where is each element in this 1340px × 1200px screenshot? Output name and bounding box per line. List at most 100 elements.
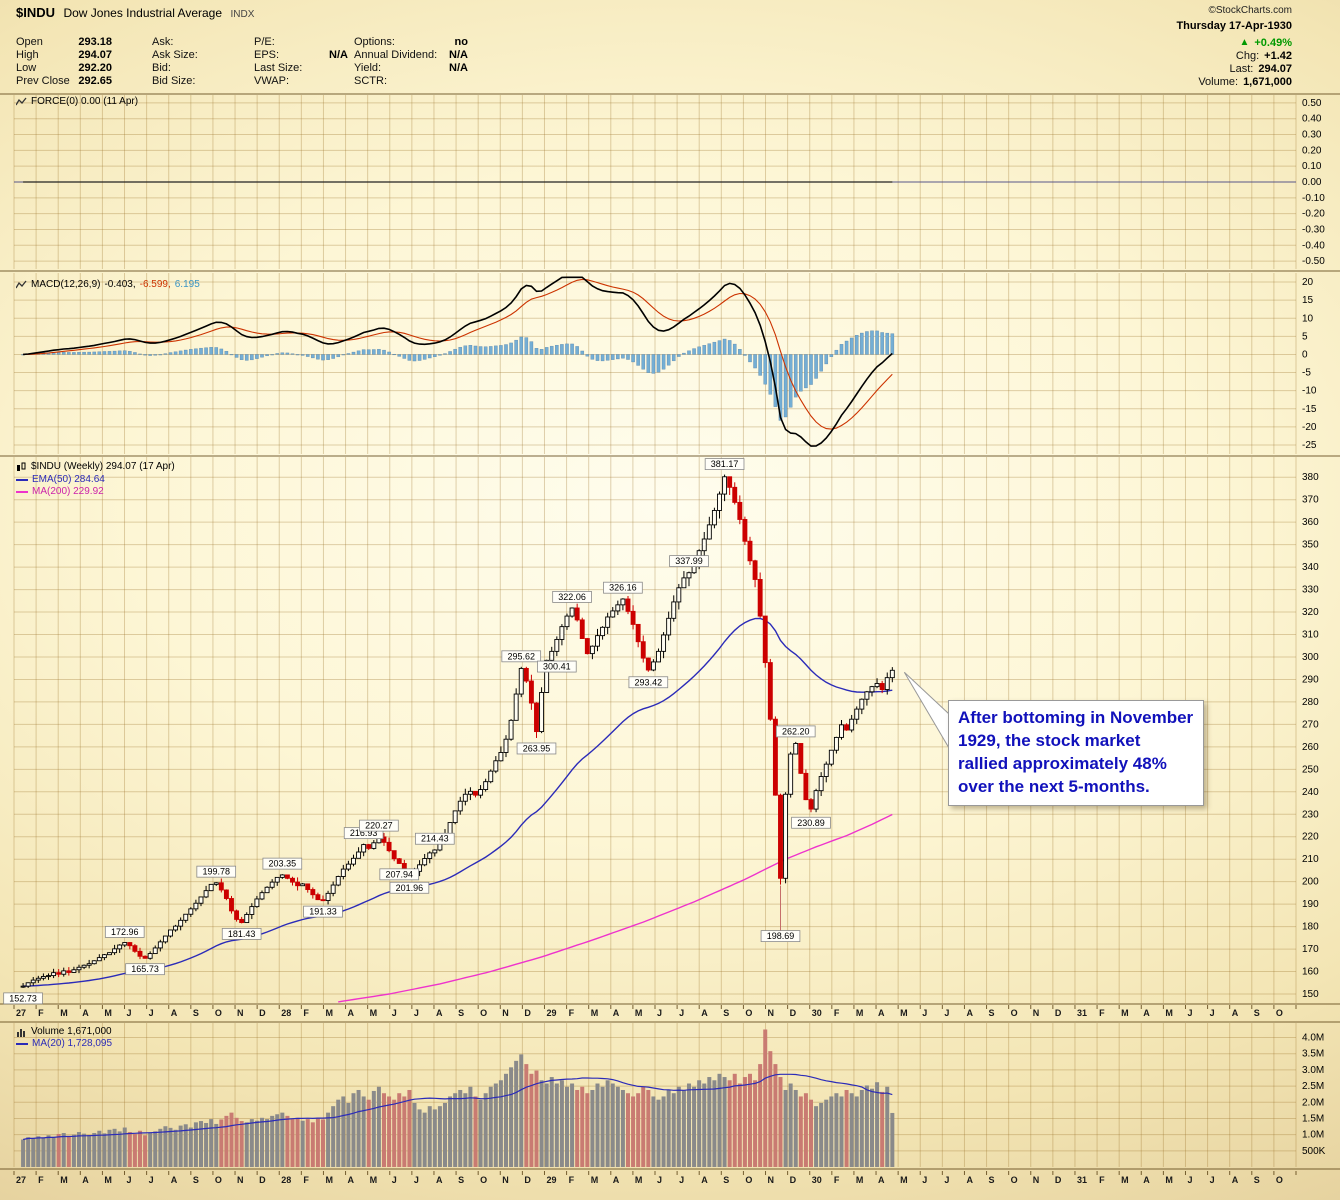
svg-text:D: D xyxy=(259,1008,266,1018)
svg-text:340: 340 xyxy=(1302,562,1319,573)
svg-text:O: O xyxy=(745,1175,752,1185)
chg-value: +1.42 xyxy=(1264,49,1292,62)
svg-text:322.06: 322.06 xyxy=(558,592,586,602)
svg-text:370: 370 xyxy=(1302,495,1319,506)
svg-text:D: D xyxy=(524,1008,531,1018)
macd-panel-legend: MACD(12,26,9) -0.403, -6.599, 6.195 xyxy=(16,279,200,290)
svg-text:J: J xyxy=(1187,1175,1192,1185)
svg-text:295.62: 295.62 xyxy=(507,651,535,661)
svg-text:310: 310 xyxy=(1302,630,1319,641)
svg-text:J: J xyxy=(392,1008,397,1018)
svg-text:A: A xyxy=(966,1175,973,1185)
svg-text:270: 270 xyxy=(1302,719,1319,730)
svg-text:-0.40: -0.40 xyxy=(1302,240,1325,251)
svg-text:N: N xyxy=(768,1008,775,1018)
svg-text:300: 300 xyxy=(1302,652,1319,663)
svg-text:F: F xyxy=(569,1175,575,1185)
svg-text:M: M xyxy=(325,1175,333,1185)
svg-text:A: A xyxy=(1143,1008,1150,1018)
quote-label: Ask: xyxy=(152,36,174,48)
svg-text:D: D xyxy=(524,1175,531,1185)
svg-text:300.41: 300.41 xyxy=(543,662,571,672)
indicator-icon xyxy=(16,97,27,105)
svg-text:A: A xyxy=(878,1008,885,1018)
svg-text:3.5M: 3.5M xyxy=(1302,1049,1324,1060)
quote-value: N/A xyxy=(449,62,468,74)
svg-text:210: 210 xyxy=(1302,854,1319,865)
callout-text: After bottoming in November 1929, the st… xyxy=(958,708,1194,796)
price-legend-text: $INDU (Weekly) 294.07 (17 Apr) xyxy=(31,461,175,472)
svg-text:A: A xyxy=(1143,1175,1150,1185)
ma200-legend: MA(200) 229.92 xyxy=(16,486,104,497)
svg-text:A: A xyxy=(82,1175,89,1185)
volume-row: Volume: 1,671,000 xyxy=(1198,75,1292,88)
svg-text:O: O xyxy=(745,1008,752,1018)
quote-label: Prev Close xyxy=(16,75,70,87)
svg-text:263.95: 263.95 xyxy=(523,743,551,753)
svg-text:381.17: 381.17 xyxy=(711,459,739,469)
force-panel-legend: FORCE(0) 0.00 (11 Apr) xyxy=(16,96,138,107)
svg-text:A: A xyxy=(436,1008,443,1018)
svg-text:30: 30 xyxy=(812,1008,822,1018)
svg-text:O: O xyxy=(1011,1175,1018,1185)
quote-label: Bid: xyxy=(152,62,171,74)
svg-text:J: J xyxy=(127,1175,132,1185)
svg-text:S: S xyxy=(458,1008,464,1018)
svg-text:293.42: 293.42 xyxy=(635,677,663,687)
copyright: ©StockCharts.com xyxy=(1208,5,1292,16)
svg-text:27: 27 xyxy=(16,1008,26,1018)
svg-text:230.89: 230.89 xyxy=(797,818,825,828)
svg-text:F: F xyxy=(569,1008,575,1018)
svg-text:207.94: 207.94 xyxy=(385,869,413,879)
svg-text:O: O xyxy=(215,1175,222,1185)
macd-signal-value: -6.599, xyxy=(139,279,171,290)
svg-text:150: 150 xyxy=(1302,989,1319,1000)
svg-text:-10: -10 xyxy=(1302,386,1317,397)
quote-label: P/E: xyxy=(254,36,275,48)
svg-text:181.43: 181.43 xyxy=(228,929,256,939)
svg-text:262.20: 262.20 xyxy=(782,726,810,736)
volume-legend-text: Volume 1,671,000 xyxy=(31,1026,112,1037)
svg-text:0.50: 0.50 xyxy=(1302,98,1322,109)
svg-text:29: 29 xyxy=(546,1008,556,1018)
svg-text:A: A xyxy=(171,1008,178,1018)
last-row: Last: 294.07 xyxy=(1198,62,1292,75)
svg-text:F: F xyxy=(834,1175,840,1185)
quote-label: Last Size: xyxy=(254,62,303,74)
svg-text:N: N xyxy=(1033,1175,1040,1185)
svg-text:N: N xyxy=(502,1175,509,1185)
svg-text:326.16: 326.16 xyxy=(609,583,637,593)
svg-text:203.35: 203.35 xyxy=(269,859,297,869)
quote-label: Ask Size: xyxy=(152,49,198,61)
svg-text:N: N xyxy=(237,1008,244,1018)
svg-text:0.10: 0.10 xyxy=(1302,161,1322,172)
svg-text:F: F xyxy=(303,1175,309,1185)
svg-text:M: M xyxy=(635,1008,643,1018)
svg-text:M: M xyxy=(1165,1175,1173,1185)
svg-text:J: J xyxy=(944,1175,949,1185)
svg-text:F: F xyxy=(38,1008,44,1018)
svg-text:N: N xyxy=(237,1175,244,1185)
svg-text:S: S xyxy=(458,1175,464,1185)
svg-text:J: J xyxy=(679,1175,684,1185)
svg-text:4.0M: 4.0M xyxy=(1302,1033,1324,1044)
svg-text:-0.10: -0.10 xyxy=(1302,193,1325,204)
price-panel-legend: $INDU (Weekly) 294.07 (17 Apr) xyxy=(16,461,175,472)
quote-value: no xyxy=(454,36,468,48)
svg-text:J: J xyxy=(1187,1008,1192,1018)
macd-legend-text: MACD(12,26,9) xyxy=(31,279,101,290)
svg-text:199.78: 199.78 xyxy=(202,867,230,877)
svg-text:0.00: 0.00 xyxy=(1302,177,1322,188)
svg-text:0.20: 0.20 xyxy=(1302,145,1322,156)
svg-text:-0.50: -0.50 xyxy=(1302,256,1325,267)
svg-text:380: 380 xyxy=(1302,472,1319,483)
svg-text:-25: -25 xyxy=(1302,440,1317,451)
quote-label: SCTR: xyxy=(354,75,387,87)
security-name: Dow Jones Industrial Average xyxy=(63,6,223,20)
svg-text:N: N xyxy=(1033,1008,1040,1018)
svg-text:O: O xyxy=(215,1008,222,1018)
svg-text:M: M xyxy=(325,1008,333,1018)
svg-text:A: A xyxy=(436,1175,443,1185)
annotation-callout: After bottoming in November 1929, the st… xyxy=(948,700,1204,806)
svg-text:M: M xyxy=(900,1008,908,1018)
